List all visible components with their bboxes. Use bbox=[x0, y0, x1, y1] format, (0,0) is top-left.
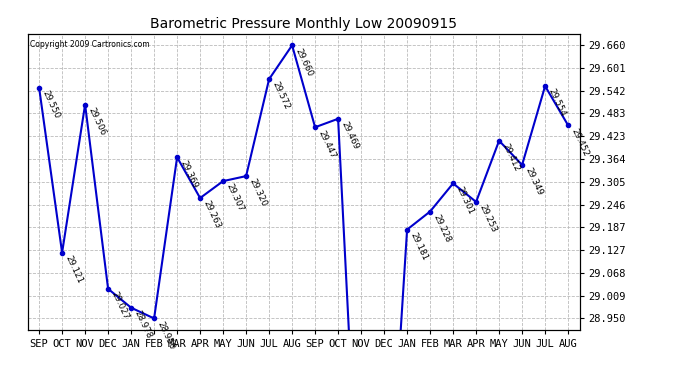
Text: 29.452: 29.452 bbox=[569, 127, 591, 158]
Text: 29.412: 29.412 bbox=[500, 142, 522, 173]
Text: 29.554: 29.554 bbox=[546, 87, 567, 118]
Text: 29.181: 29.181 bbox=[408, 231, 429, 262]
Text: 29.263: 29.263 bbox=[201, 200, 222, 230]
Text: 29.027: 29.027 bbox=[110, 290, 130, 321]
Text: 29.469: 29.469 bbox=[339, 120, 360, 151]
Text: 28.978: 28.978 bbox=[132, 309, 153, 340]
Text: 29.572: 29.572 bbox=[270, 81, 291, 111]
Title: Barometric Pressure Monthly Low 20090915: Barometric Pressure Monthly Low 20090915 bbox=[150, 17, 457, 31]
Text: 28.240: 28.240 bbox=[0, 374, 1, 375]
Text: 29.369: 29.369 bbox=[179, 159, 199, 189]
Text: 29.228: 29.228 bbox=[431, 213, 453, 244]
Text: 29.506: 29.506 bbox=[86, 106, 108, 137]
Text: 28.950: 28.950 bbox=[155, 320, 177, 351]
Text: 29.349: 29.349 bbox=[524, 166, 544, 197]
Text: 29.121: 29.121 bbox=[63, 254, 84, 285]
Text: Copyright 2009 Cartronics.com: Copyright 2009 Cartronics.com bbox=[30, 40, 150, 49]
Text: 29.660: 29.660 bbox=[293, 46, 315, 78]
Text: 28.293: 28.293 bbox=[0, 374, 1, 375]
Text: 29.447: 29.447 bbox=[317, 129, 337, 160]
Text: 29.307: 29.307 bbox=[224, 183, 246, 213]
Text: 29.301: 29.301 bbox=[455, 185, 475, 216]
Text: 29.253: 29.253 bbox=[477, 203, 498, 234]
Text: 29.320: 29.320 bbox=[248, 177, 268, 209]
Text: 29.550: 29.550 bbox=[41, 89, 61, 120]
